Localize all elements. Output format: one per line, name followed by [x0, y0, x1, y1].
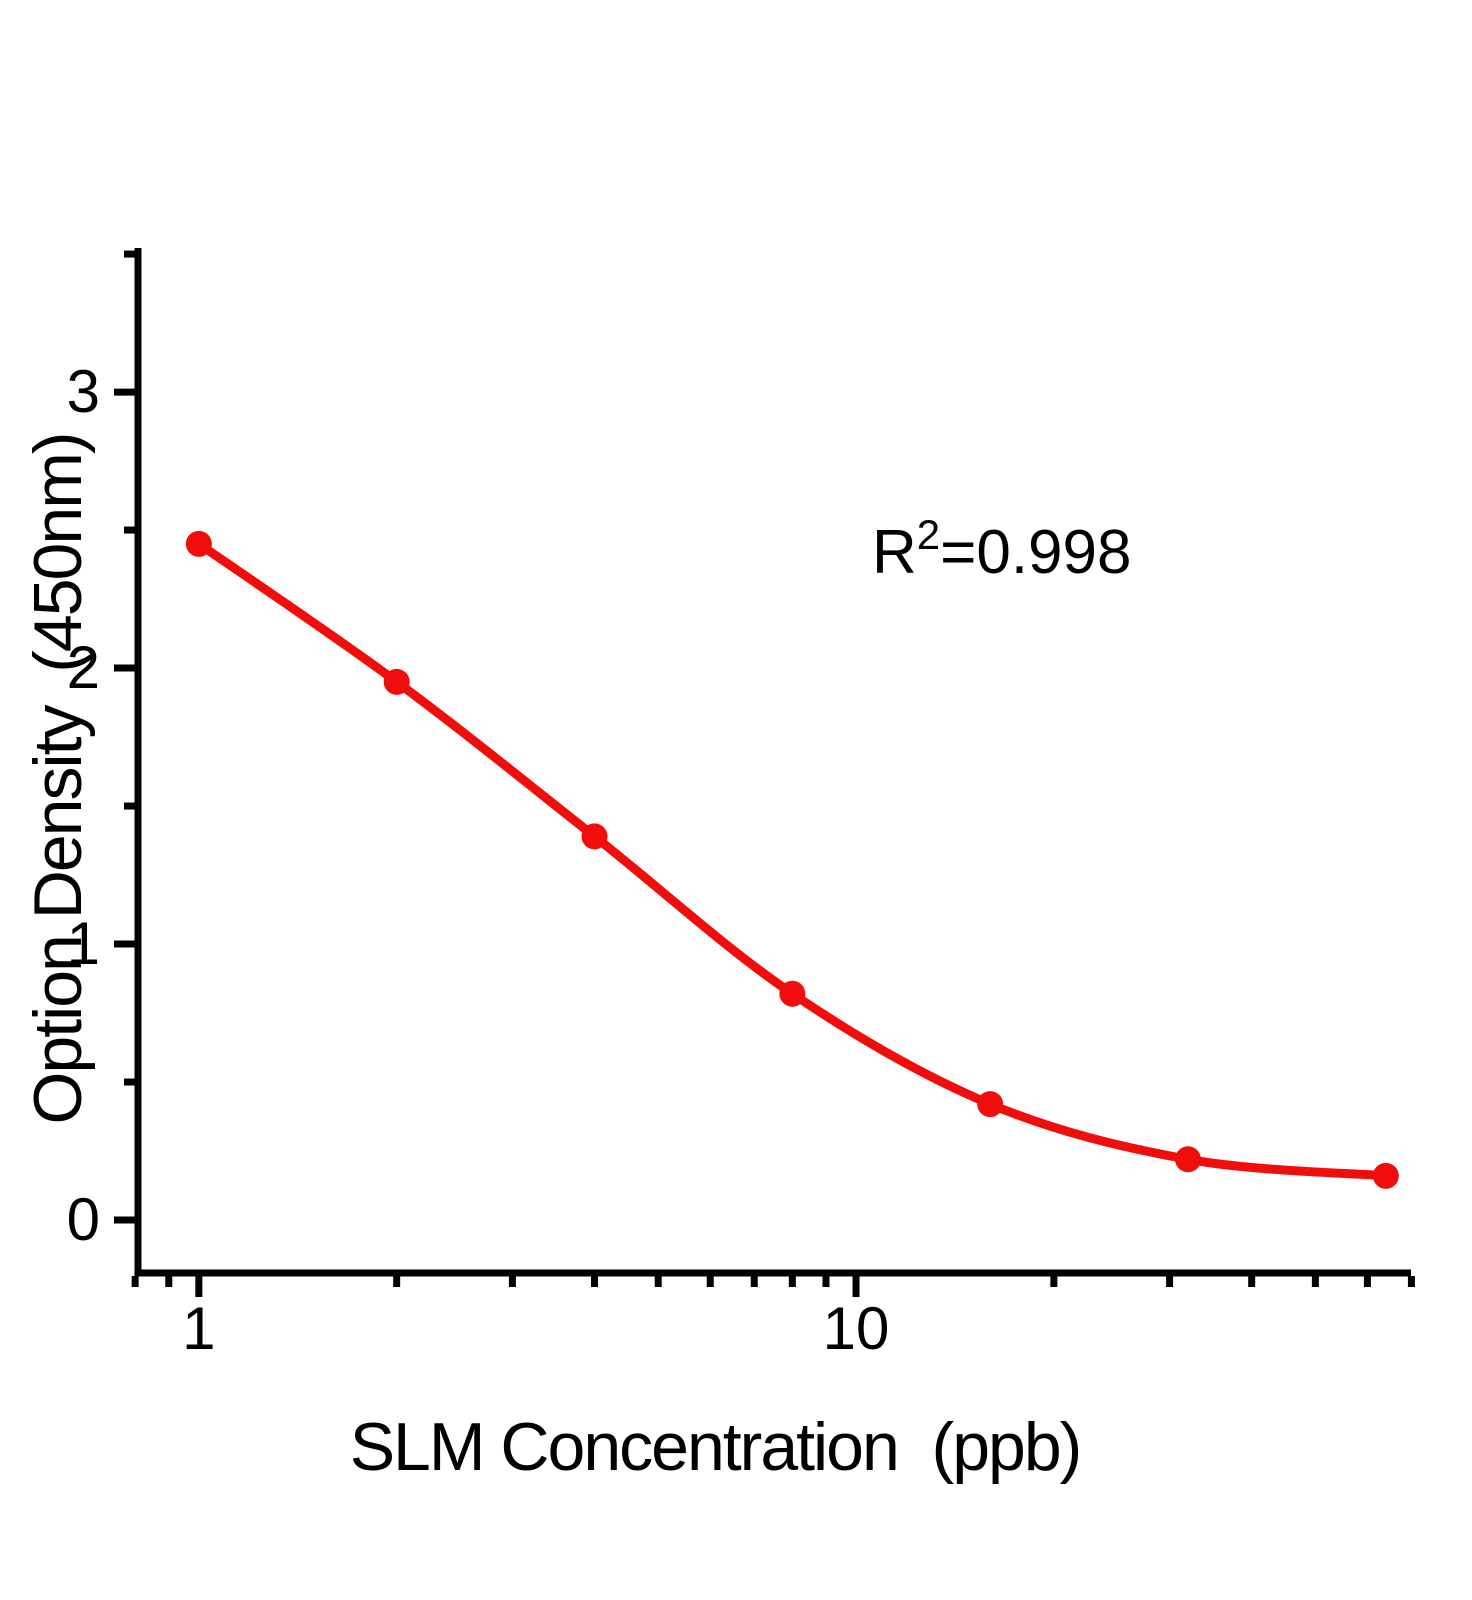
fit-curve	[194, 539, 1391, 1181]
data-point	[1372, 1162, 1399, 1189]
x-axis-title: SLM Concentration (ppb)	[349, 1409, 1083, 1485]
y-tick-label: 1	[67, 910, 100, 977]
data-point	[185, 530, 212, 557]
data-point	[977, 1091, 1004, 1118]
y-axis-title: Option Density (450nm)	[20, 433, 96, 1125]
r-squared-value: =0.998	[940, 518, 1132, 587]
axis-spine	[134, 248, 1411, 1277]
data-point	[581, 823, 608, 850]
data-point	[779, 980, 806, 1007]
r-squared-exponent: 2	[916, 511, 941, 558]
data-point	[383, 668, 410, 695]
y-tick-label: 0	[67, 1186, 100, 1253]
x-tick-label: 1	[182, 1295, 215, 1362]
x-tick-label: 10	[823, 1295, 890, 1362]
data-point	[1175, 1146, 1202, 1173]
y-tick-label: 2	[67, 634, 100, 701]
r-squared-annotation: R2=0.998	[872, 514, 1132, 590]
r-squared-base: R	[872, 518, 917, 587]
y-tick-label: 3	[67, 358, 100, 425]
